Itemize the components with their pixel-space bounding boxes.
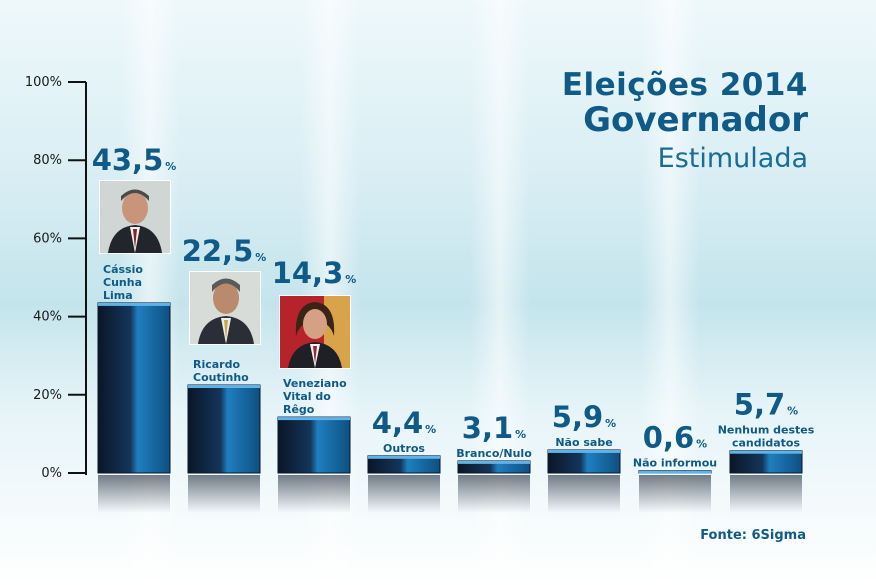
bar-top-highlight xyxy=(98,302,170,306)
bar-top-highlight xyxy=(730,450,802,454)
bar-reflection xyxy=(98,475,170,513)
category-label: Vital do xyxy=(283,390,331,403)
candidate-photo-veneziano xyxy=(279,295,351,369)
category-label: Rêgo xyxy=(283,403,315,416)
value-label: 14,3% xyxy=(272,256,357,290)
bar-reflection xyxy=(548,475,620,513)
value-label: 5,7% xyxy=(734,388,798,422)
bar-reflection xyxy=(188,475,260,513)
bar xyxy=(97,302,171,474)
category-label: Veneziano xyxy=(283,377,347,390)
bar xyxy=(187,384,261,474)
bar xyxy=(547,449,621,474)
bar-reflection xyxy=(730,475,802,513)
bar-top-highlight xyxy=(368,455,440,459)
source-note: Fonte: 6Sigma xyxy=(700,528,806,543)
value-label: 3,1% xyxy=(462,411,526,445)
category-label: Não informou xyxy=(633,457,717,470)
bar-top-highlight xyxy=(639,470,711,474)
chart-title-line1: Eleições 2014 xyxy=(561,67,808,103)
category-label: Ricardo xyxy=(193,358,240,371)
y-tick-label: 100% xyxy=(25,75,62,90)
bar-reflection xyxy=(278,475,350,513)
category-label: Nenhum destes xyxy=(718,424,815,437)
chart-title-line2: Governador xyxy=(583,100,808,140)
y-tick-label: 40% xyxy=(33,310,62,325)
value-label: 0,6% xyxy=(643,421,707,455)
value-label: 22,5% xyxy=(182,234,267,268)
bar-top-highlight xyxy=(458,460,530,464)
y-tick-label: 60% xyxy=(33,231,62,246)
category-label: Cunha xyxy=(103,276,142,289)
bar-reflection xyxy=(368,475,440,513)
bar-top-highlight xyxy=(548,449,620,453)
category-label: Outros xyxy=(383,442,425,455)
value-label: 43,5% xyxy=(92,143,177,177)
bar-top-highlight xyxy=(188,385,260,389)
bar xyxy=(729,450,803,474)
category-label: candidatos xyxy=(732,437,801,450)
bar-reflection xyxy=(639,475,711,513)
y-tick-label: 20% xyxy=(33,388,62,403)
category-label: Coutinho xyxy=(193,371,249,384)
category-label: Não sabe xyxy=(555,436,612,449)
value-label: 4,4% xyxy=(372,406,436,440)
category-label: Cássio xyxy=(103,263,143,276)
candidate-photo-cassio xyxy=(99,180,171,254)
y-tick-label: 0% xyxy=(41,466,62,481)
bar-reflection xyxy=(458,475,530,513)
y-tick-label: 80% xyxy=(33,153,62,168)
candidate-photo-ricardo xyxy=(189,271,261,345)
bar xyxy=(277,416,351,474)
category-label: Branco/Nulo xyxy=(456,447,532,460)
chart-title-line3: Estimulada xyxy=(657,143,808,174)
value-label: 5,9% xyxy=(552,400,616,434)
category-label: Lima xyxy=(103,289,133,302)
bar-top-highlight xyxy=(278,417,350,421)
